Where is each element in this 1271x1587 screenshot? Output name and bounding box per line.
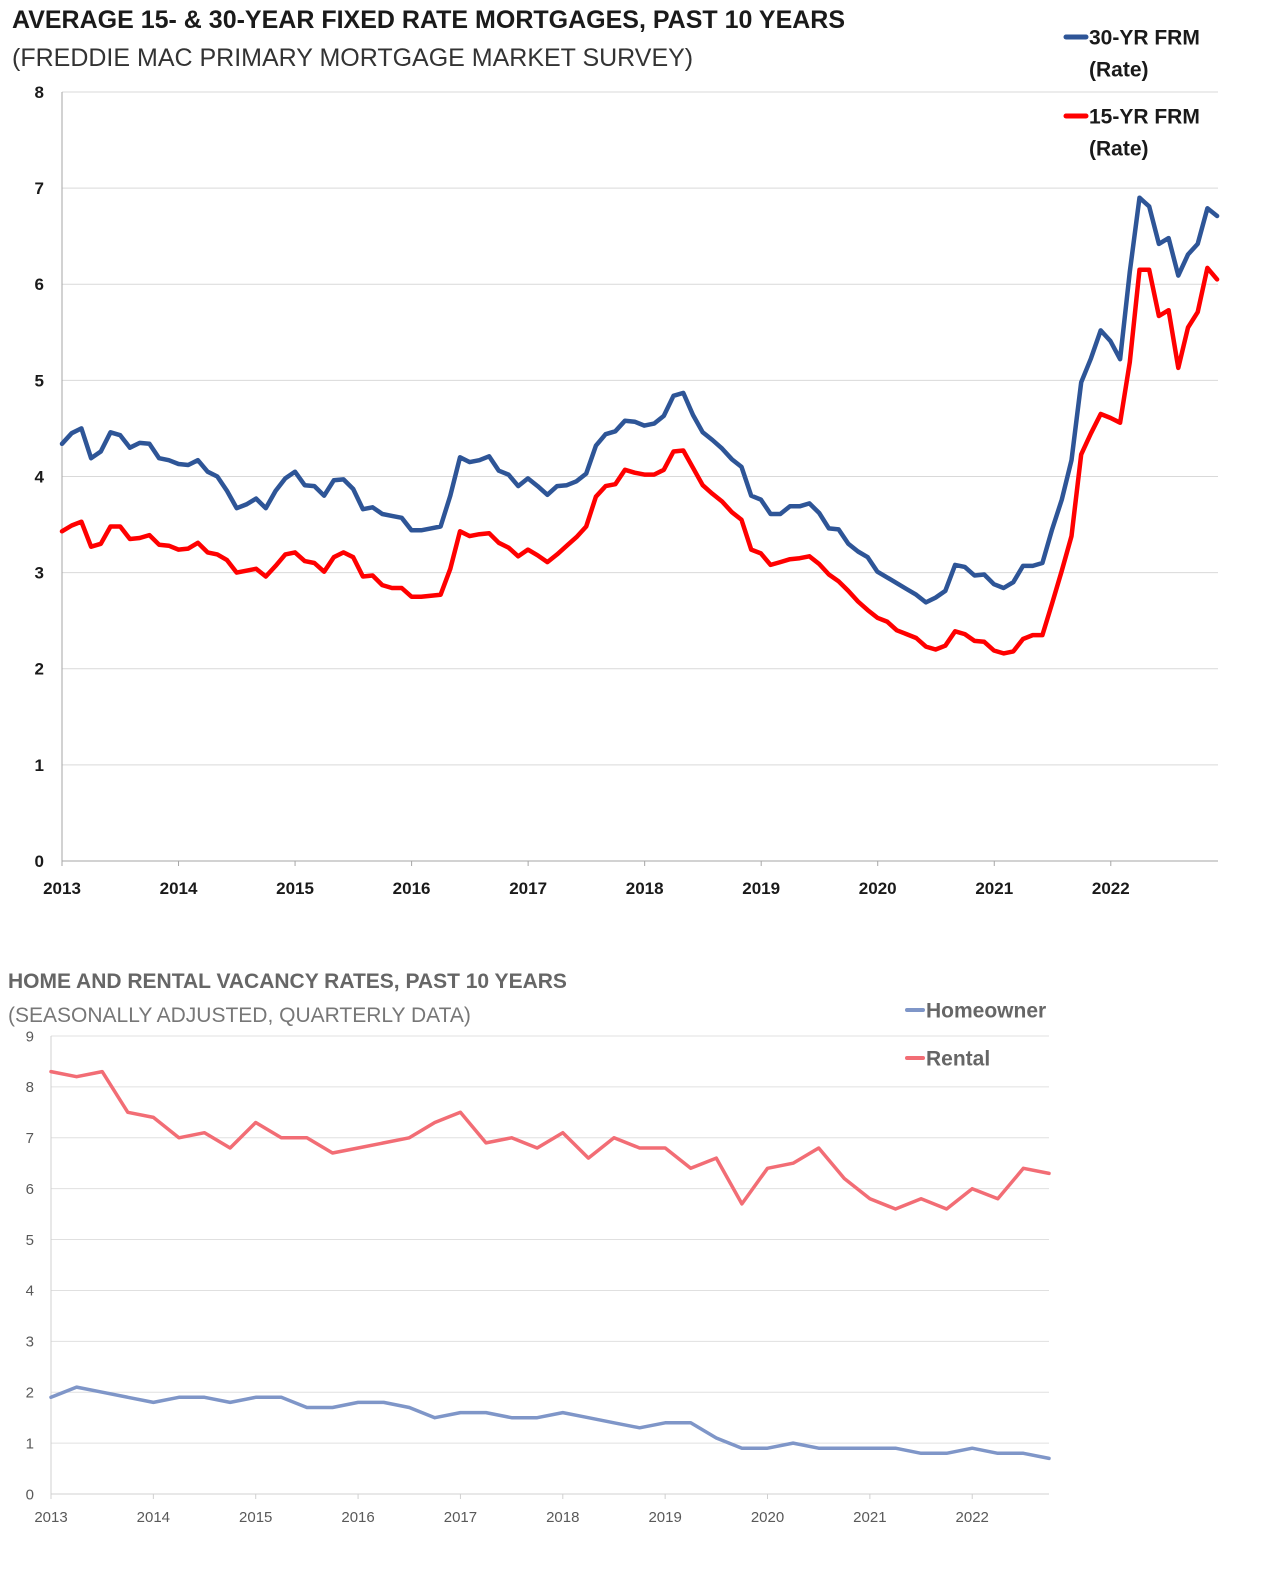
chart2-series-line-1 [49, 1069, 1051, 1211]
chart1-y-tick-label: 5 [35, 371, 44, 390]
chart2-x-tick-label: 2016 [341, 1509, 374, 1526]
chart2-y-tick-label: 2 [26, 1384, 34, 1401]
chart1-y-tick-label: 3 [35, 564, 44, 583]
chart2-y-tick-label: 0 [26, 1486, 34, 1503]
chart2-x-tick-label: 2018 [546, 1509, 579, 1526]
chart1-y-tick-label: 6 [35, 275, 44, 294]
chart2-y-tick-label: 4 [26, 1283, 34, 1300]
chart2-x-tick-label: 2020 [751, 1509, 784, 1526]
chart1-x-tick-label: 2020 [859, 879, 897, 898]
chart1-subtitle: (FREDDIE MAC PRIMARY MORTGAGE MARKET SUR… [12, 44, 694, 72]
chart2-series-line-0 [49, 1385, 1051, 1461]
chart2-y-tick-label: 8 [26, 1079, 34, 1096]
chart2-x-tick-label: 2013 [34, 1509, 67, 1526]
chart2-legend-label: Homeowner [926, 999, 1046, 1022]
chart1-legend-label: 30-YR FRM [1089, 26, 1200, 49]
chart2-x-tick-label: 2019 [648, 1509, 681, 1526]
chart1-x-tick-label: 2022 [1092, 879, 1130, 898]
chart1-x-tick-label: 2021 [975, 879, 1013, 898]
chart1-x-tick-label: 2017 [509, 879, 547, 898]
chart2-x-tick-label: 2015 [239, 1509, 272, 1526]
chart1-x-tick-label: 2016 [393, 879, 431, 898]
chart2-subtitle: (SEASONALLY ADJUSTED, QUARTERLY DATA) [8, 1004, 471, 1027]
chart1-legend-label-line2: (Rate) [1089, 137, 1149, 160]
chart1-y-tick-label: 4 [35, 467, 45, 486]
chart1-x-tick-label: 2013 [43, 879, 81, 898]
chart1-y-tick-label: 8 [35, 83, 44, 102]
chart2-x-tick-label: 2022 [956, 1509, 989, 1526]
chart2-y-tick-label: 5 [26, 1232, 34, 1249]
chart1-x-tick-label: 2019 [742, 879, 780, 898]
chart2-x-tick-label: 2021 [853, 1509, 886, 1526]
chart2-y-tick-label: 3 [26, 1334, 34, 1351]
chart1-legend-label: 15-YR FRM [1089, 105, 1200, 128]
chart2-title: HOME AND RENTAL VACANCY RATES, PAST 10 Y… [8, 970, 567, 993]
chart2-y-tick-label: 9 [26, 1028, 34, 1045]
chart2-x-tick-label: 2017 [444, 1509, 477, 1526]
chart1-y-tick-label: 2 [35, 660, 44, 679]
chart2-plot-area [49, 1032, 1071, 1526]
chart2-y-tick-label: 1 [26, 1435, 34, 1452]
mortgage-rates-chart: 0 1 2 3 4 5 6 7 8 2013 2014 2015 2016 2017 2018 2019 202… [35, 26, 1220, 898]
chart1-x-tick-label: 2015 [276, 879, 314, 898]
chart2-x-tick-label: 2014 [137, 1509, 170, 1526]
chart1-y-tick-label: 1 [35, 756, 44, 775]
chart1-y-tick-label: 0 [35, 852, 44, 871]
chart2-y-tick-label: 7 [26, 1130, 34, 1147]
chart2-y-tick-label: 6 [26, 1181, 34, 1198]
chart1-legend-label-line2: (Rate) [1089, 58, 1149, 81]
chart1-title: AVERAGE 15- & 30-YEAR FIXED RATE MORTGAG… [12, 6, 846, 34]
chart1-x-tick-label: 2018 [626, 879, 664, 898]
chart2-legend-label: Rental [926, 1047, 990, 1070]
chart1-series-line-0 [59, 195, 1220, 605]
chart1-series-line-1 [59, 265, 1220, 656]
chart1-x-tick-label: 2014 [160, 879, 198, 898]
chart1-y-tick-label: 7 [35, 179, 44, 198]
